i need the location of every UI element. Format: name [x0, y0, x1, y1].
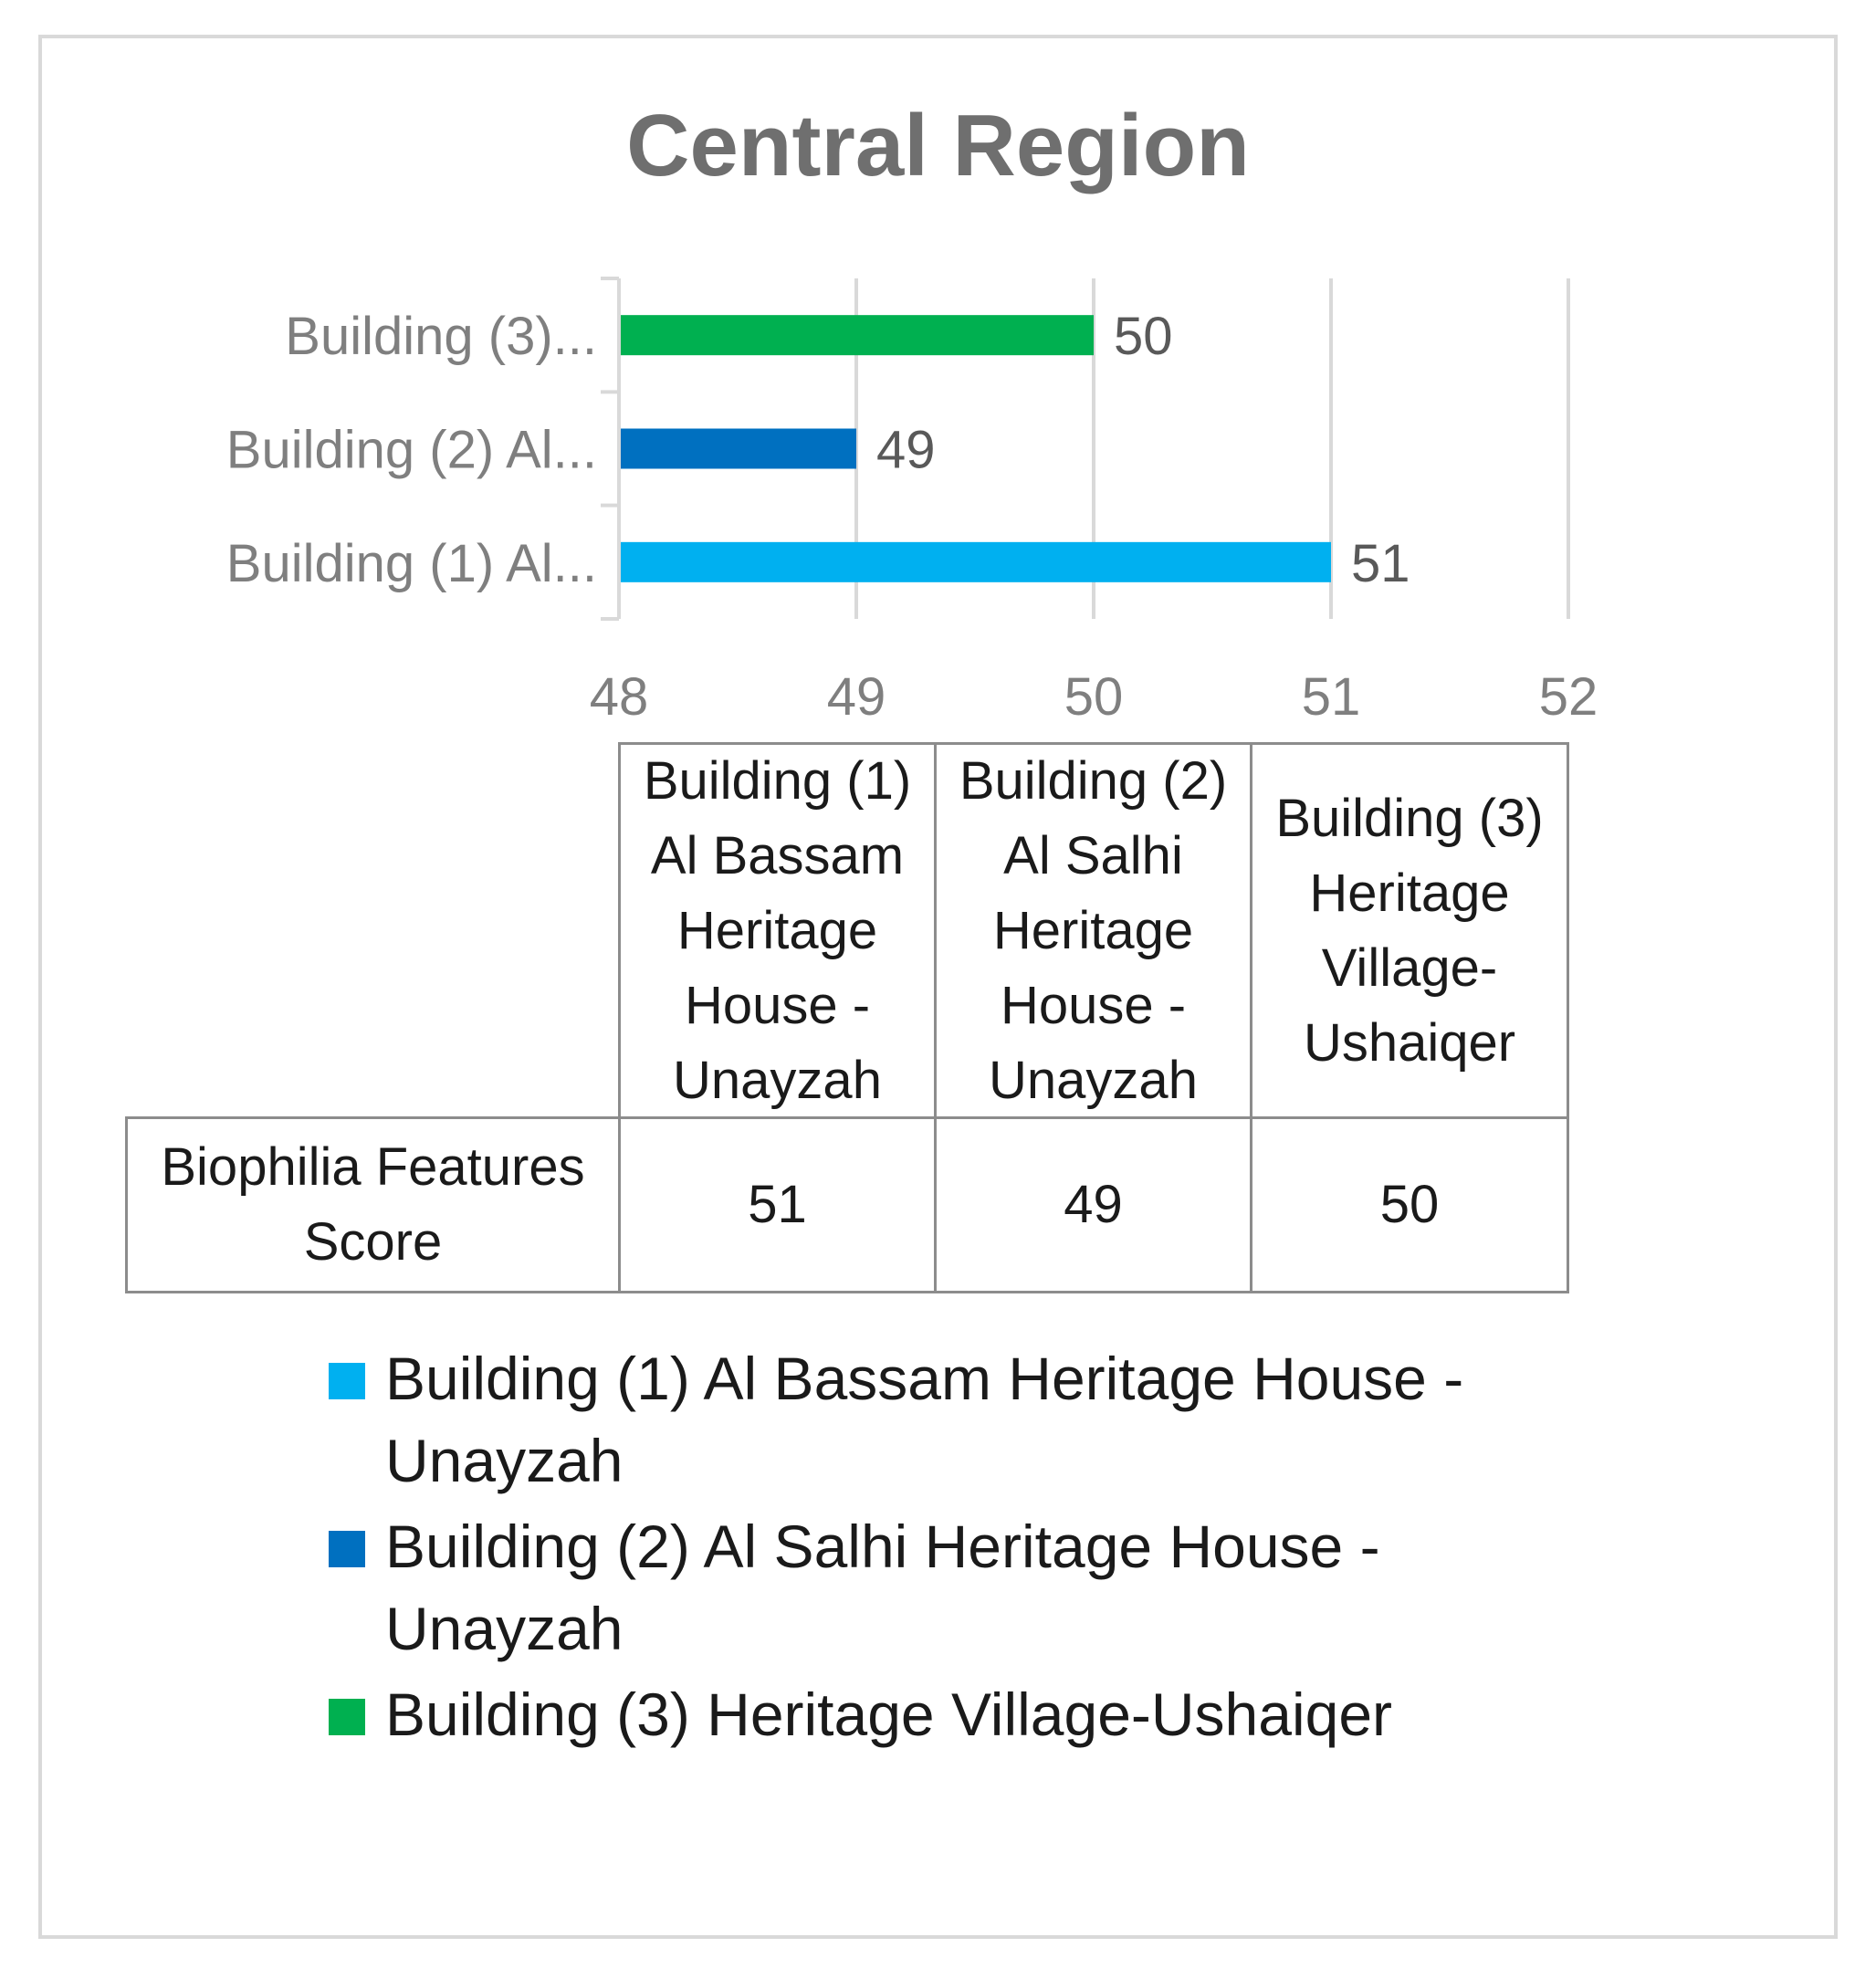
legend-label-building-1: Building (1) Al Bassam Heritage House - …: [385, 1345, 1464, 1494]
table-header-building-1: Building (1) Al Bassam Heritage House - …: [618, 742, 937, 1119]
chart-legend: Building (1) Al Bassam Heritage House - …: [329, 1337, 1570, 1759]
x-tick-label: 50: [1064, 667, 1124, 727]
data-label-building-1: 51: [1351, 534, 1410, 593]
table-header-building-2: Building (2) Al Salhi Heritage House - U…: [934, 742, 1252, 1119]
data-label-building-2: 49: [876, 421, 936, 480]
bar-plot: 48 49 50 51 52 51 Building (1) Al... 49 Building…: [226, 277, 1598, 727]
legend-label-building-2: Building (2) Al Salhi Heritage House - U…: [385, 1513, 1380, 1662]
table-row-label: Biophilia Features Score: [125, 1116, 621, 1293]
category-label-building-3: Building (3)...: [285, 307, 597, 366]
chart-frame: [38, 35, 1838, 1939]
legend-swatch-building-3: [329, 1699, 365, 1735]
chart-title: Central Region: [626, 97, 1250, 194]
bar-building-2: [621, 428, 856, 469]
category-label-building-2: Building (2) Al...: [226, 421, 597, 480]
category-label-building-1: Building (1) Al...: [226, 534, 597, 593]
legend-item-building-2: Building (2) Al Salhi Heritage House - U…: [329, 1505, 1570, 1670]
x-tick-label: 51: [1302, 667, 1361, 727]
table-cell-building-2: 49: [934, 1116, 1252, 1293]
x-tick-label: 48: [590, 667, 649, 727]
bar-building-3: [621, 315, 1094, 356]
table-header-building-3: Building (3) Heritage Village-Ushaiqer: [1250, 742, 1569, 1119]
data-label-building-3: 50: [1114, 307, 1173, 366]
x-tick-label: 49: [827, 667, 886, 727]
table-cell-building-1: 51: [618, 1116, 937, 1293]
legend-label-building-3: Building (3) Heritage Village-Ushaiqer: [385, 1681, 1393, 1748]
legend-item-building-3: Building (3) Heritage Village-Ushaiqer: [329, 1673, 1570, 1755]
table-cell-building-3: 50: [1250, 1116, 1569, 1293]
bar-building-1: [621, 541, 1331, 582]
legend-swatch-building-2: [329, 1531, 365, 1567]
legend-swatch-building-1: [329, 1363, 365, 1399]
legend-item-building-1: Building (1) Al Bassam Heritage House - …: [329, 1337, 1570, 1502]
x-tick-label: 52: [1539, 667, 1598, 727]
data-table: Building (1) Al Bassam Heritage House - …: [125, 742, 1569, 1293]
